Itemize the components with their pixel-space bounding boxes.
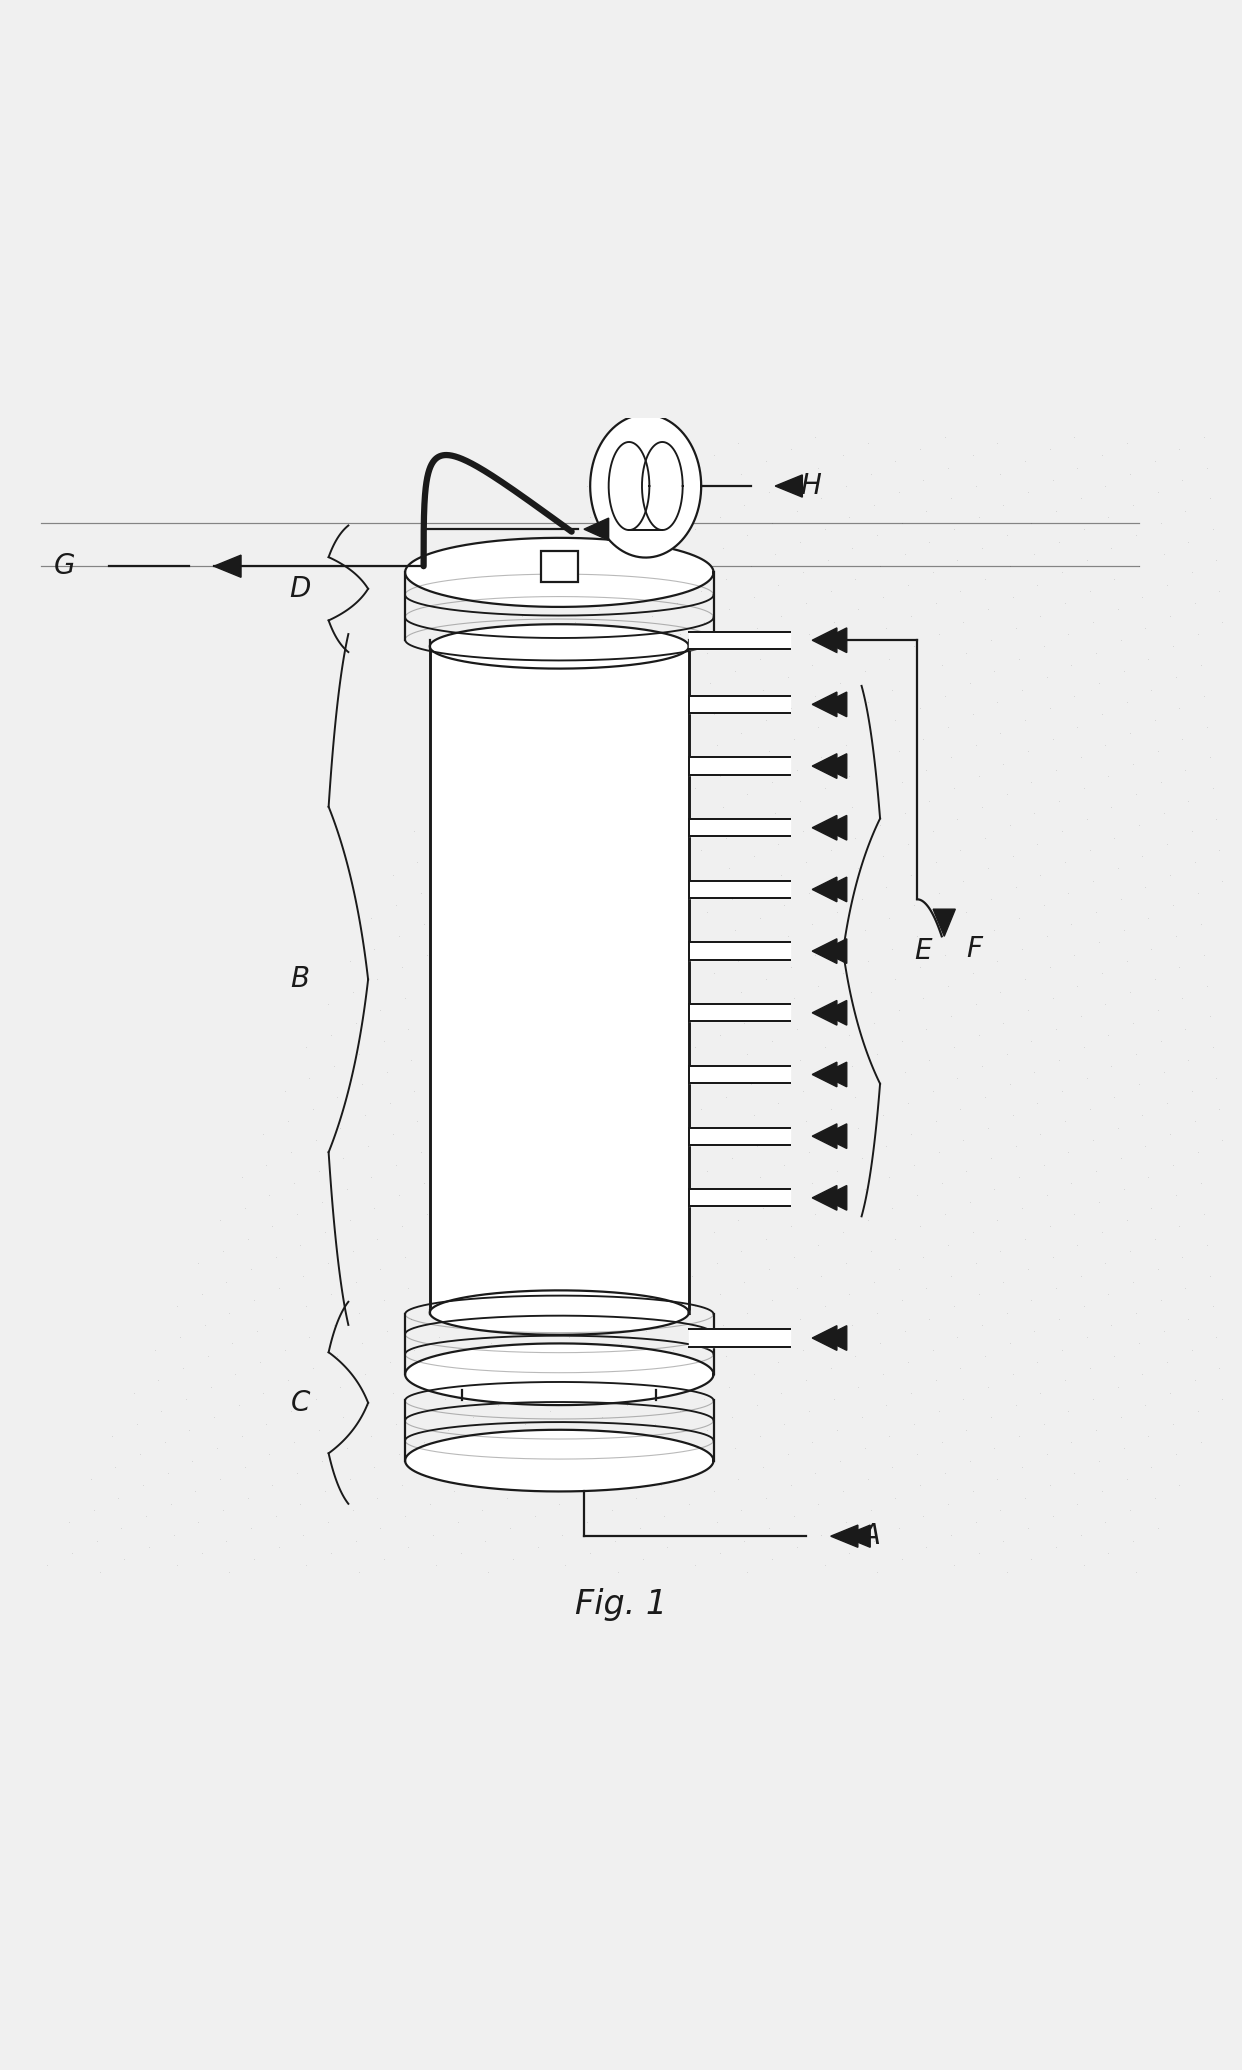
Polygon shape — [822, 627, 847, 652]
Polygon shape — [812, 878, 837, 903]
Polygon shape — [812, 1062, 837, 1087]
Polygon shape — [812, 940, 837, 963]
Polygon shape — [812, 753, 837, 778]
Polygon shape — [689, 882, 790, 898]
Polygon shape — [689, 631, 790, 648]
Polygon shape — [689, 1329, 790, 1348]
Bar — [540, 551, 578, 582]
Polygon shape — [822, 878, 847, 903]
Polygon shape — [430, 625, 689, 669]
Polygon shape — [584, 518, 609, 540]
Polygon shape — [822, 1124, 847, 1149]
Polygon shape — [405, 1430, 713, 1492]
Polygon shape — [933, 909, 955, 936]
Polygon shape — [689, 696, 790, 712]
Polygon shape — [822, 753, 847, 778]
Polygon shape — [430, 1290, 689, 1335]
Polygon shape — [812, 1124, 837, 1149]
Polygon shape — [831, 1526, 858, 1546]
Polygon shape — [812, 816, 837, 840]
Polygon shape — [775, 474, 802, 497]
Polygon shape — [609, 443, 650, 530]
Text: G: G — [53, 553, 75, 580]
Text: F: F — [966, 936, 982, 963]
Polygon shape — [214, 555, 241, 578]
Polygon shape — [430, 1310, 689, 1314]
Polygon shape — [462, 1389, 657, 1401]
Text: B: B — [291, 965, 309, 994]
Polygon shape — [689, 758, 790, 774]
Polygon shape — [822, 1000, 847, 1025]
Polygon shape — [822, 1325, 847, 1350]
Text: E: E — [914, 938, 932, 965]
Polygon shape — [689, 820, 790, 836]
Polygon shape — [812, 691, 837, 716]
Polygon shape — [822, 1186, 847, 1211]
Text: D: D — [289, 575, 310, 602]
Polygon shape — [822, 1062, 847, 1087]
Text: Fig. 1: Fig. 1 — [575, 1588, 667, 1621]
Text: H: H — [800, 472, 821, 501]
Polygon shape — [689, 1066, 790, 1083]
Polygon shape — [405, 538, 713, 607]
Text: A: A — [862, 1521, 881, 1550]
Polygon shape — [689, 1004, 790, 1021]
Polygon shape — [822, 691, 847, 716]
Polygon shape — [843, 1526, 871, 1546]
Polygon shape — [405, 1343, 713, 1406]
Polygon shape — [812, 1186, 837, 1211]
Polygon shape — [822, 940, 847, 963]
Text: C: C — [291, 1389, 310, 1416]
Polygon shape — [812, 1000, 837, 1025]
Polygon shape — [689, 1128, 790, 1145]
Polygon shape — [812, 1325, 837, 1350]
Polygon shape — [689, 1188, 790, 1207]
Polygon shape — [590, 414, 702, 557]
Polygon shape — [689, 942, 790, 960]
Polygon shape — [812, 627, 837, 652]
Polygon shape — [642, 443, 683, 530]
Polygon shape — [822, 816, 847, 840]
Polygon shape — [430, 646, 689, 1312]
Polygon shape — [430, 640, 689, 648]
